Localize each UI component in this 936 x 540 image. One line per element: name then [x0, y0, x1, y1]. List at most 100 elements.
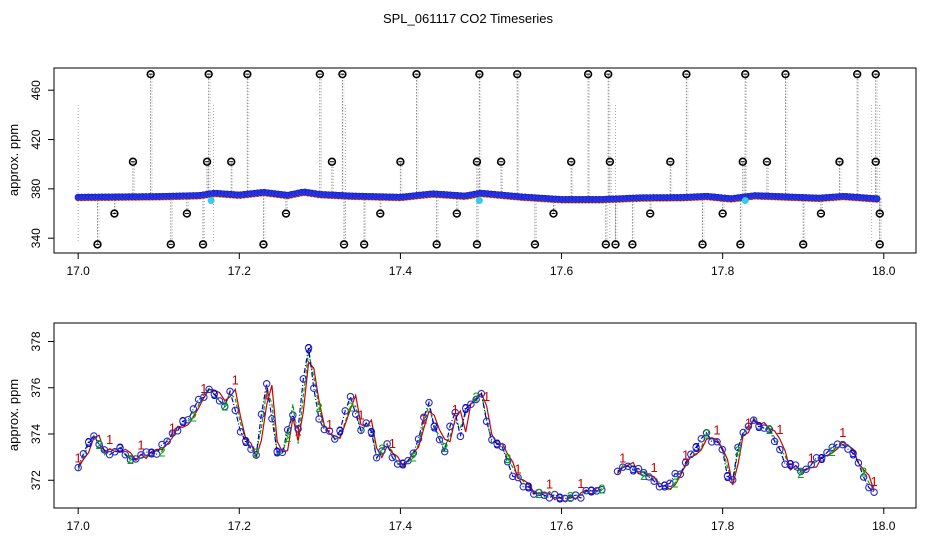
series-3-point: [634, 464, 643, 473]
series-3-point: [592, 487, 601, 495]
series-3-point: [451, 408, 459, 417]
series-3-point: [692, 443, 700, 451]
series-2-label: 2: [441, 440, 448, 455]
series-3-point: [79, 450, 88, 458]
bottom-ylabel: approx. ppm: [6, 379, 21, 451]
top-xtick-label: 17.6: [550, 264, 574, 278]
series-3-point: [304, 344, 313, 352]
series-3-point: [289, 411, 297, 419]
outlier-point: [852, 69, 862, 79]
series-3-point: [807, 460, 816, 469]
series-3-point: [351, 410, 360, 418]
series-3-label: 3: [399, 457, 406, 472]
outlier-point: [530, 240, 540, 249]
series-3-point: [388, 453, 397, 462]
series-1-label: 1: [326, 417, 333, 432]
outlier-point: [204, 69, 213, 79]
outlier-point: [496, 157, 506, 166]
series-3-point: [367, 428, 376, 436]
bottom-xtick-label: 18.0: [872, 519, 896, 533]
series-3-point: [524, 482, 533, 491]
series-3-point: [320, 425, 329, 434]
top-axes: 17.0 17.2 17.4 17.6 17.8 18.0 340 380 420 460: [29, 80, 896, 278]
series-3-point: [252, 451, 260, 459]
series-3-point: [74, 463, 82, 472]
series-3-point: [802, 465, 810, 473]
bottom-xtick-label: 17.0: [66, 519, 90, 533]
top-ytick-label: 460: [29, 80, 43, 100]
series-3-label: 3: [431, 419, 438, 434]
series-1-label: 1: [357, 408, 364, 423]
series-3-point: [812, 454, 821, 462]
outlier-point: [128, 157, 138, 166]
bottom-xtick-label: 17.2: [228, 519, 252, 533]
series-3-point: [713, 437, 721, 446]
series-3-point: [556, 493, 564, 502]
series-1-label: 1: [776, 422, 783, 437]
series-1-label: 1: [452, 402, 459, 417]
series-2-label: 2: [504, 451, 511, 466]
series-3-point: [760, 424, 768, 432]
series-3-point: [472, 395, 480, 404]
series-3-point: [503, 457, 512, 466]
series-3-point: [346, 392, 355, 401]
series-1-label: 1: [619, 451, 626, 466]
cyan-point: [475, 197, 483, 205]
series-3-label: 3: [211, 387, 218, 402]
chart-title: SPL_061117 CO2 Timeseries: [383, 11, 554, 26]
outlier-point: [166, 240, 176, 249]
series-1-label: 1: [420, 412, 427, 427]
top-xtick-label: 17.4: [389, 264, 413, 278]
series-3-point: [482, 417, 491, 426]
series-3-point: [666, 479, 674, 488]
outlier-point: [452, 209, 462, 218]
series-1-label: 1: [263, 388, 270, 403]
series-3-point: [577, 494, 585, 502]
outlier-point: [259, 240, 268, 249]
series-3-point: [383, 440, 391, 448]
outlier-point: [146, 69, 155, 79]
outlier-point: [513, 69, 522, 79]
series-3-point: [226, 387, 234, 396]
series-3-label: 3: [274, 445, 281, 460]
outlier-point: [315, 69, 325, 79]
bottom-axes: 17.0 17.2 17.4 17.6 17.8 18.0 372 374 376 378: [29, 331, 896, 533]
series-3-point: [236, 428, 245, 436]
outlier-point: [475, 69, 484, 79]
series-3-point: [336, 426, 344, 435]
series-3-label: 3: [179, 414, 186, 429]
series-3-point: [498, 443, 507, 451]
series-3-label: 3: [588, 484, 595, 499]
outlier-point: [376, 209, 385, 218]
series-3-point: [241, 437, 250, 445]
series-3-point: [791, 461, 800, 469]
outlier-point: [718, 209, 727, 218]
series-3-point: [179, 417, 187, 425]
series-3-point: [84, 438, 93, 446]
series-3-point: [859, 473, 868, 481]
bottom-xtick-label: 17.6: [550, 519, 574, 533]
series-2-label: 2: [127, 452, 134, 467]
series-3-point: [865, 483, 873, 492]
outlier-point: [566, 157, 576, 166]
cyan-point: [207, 197, 215, 205]
series-3-point: [734, 443, 742, 452]
series-3-point: [341, 407, 349, 415]
outlier-point: [93, 240, 102, 249]
series-3-point: [90, 432, 98, 440]
outlier-point: [601, 240, 611, 249]
bottom-ytick-label: 376: [29, 377, 43, 397]
series-3-point: [440, 447, 449, 456]
top-ytick-label: 380: [29, 179, 43, 199]
series-3-point: [278, 448, 287, 457]
series-3-label: 3: [336, 424, 343, 439]
bottom-ytick-label: 372: [29, 470, 43, 490]
series-1-label: 1: [169, 421, 176, 436]
series-3-point: [215, 397, 224, 405]
series-1-label: 1: [651, 460, 658, 475]
series-3-point: [765, 425, 774, 434]
series-3-point: [409, 449, 418, 457]
series-1-label: 1: [294, 424, 301, 439]
